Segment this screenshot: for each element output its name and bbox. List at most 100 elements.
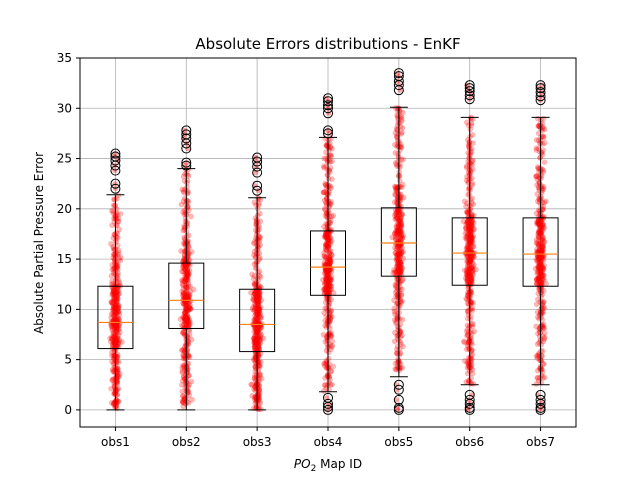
jitter-point	[469, 323, 476, 330]
jitter-point	[396, 177, 403, 184]
jitter-point	[469, 157, 476, 164]
jitter-point	[539, 272, 546, 279]
jitter-point	[112, 334, 119, 341]
jitter-point	[537, 149, 543, 155]
jitter-point	[116, 322, 122, 329]
jitter-point	[109, 290, 116, 297]
jitter-point	[112, 168, 118, 174]
jitter-point	[322, 207, 328, 213]
jitter-point	[113, 310, 119, 317]
jitter-point	[534, 173, 540, 179]
jitter-point	[113, 323, 119, 329]
jitter-point	[115, 315, 121, 322]
jitter-point	[323, 280, 329, 286]
jitter-point	[109, 326, 115, 333]
jitter-point	[110, 301, 116, 308]
jitter-point	[182, 266, 189, 273]
jitter-point	[326, 255, 333, 261]
jitter-point	[112, 290, 119, 296]
jitter-point	[112, 333, 119, 339]
jitter-point	[114, 293, 121, 300]
jitter-point	[113, 264, 120, 270]
jitter-point	[469, 305, 476, 312]
jitter-point	[183, 274, 190, 280]
jitter-point	[114, 290, 120, 296]
jitter-point	[182, 209, 189, 216]
jitter-point	[107, 335, 113, 342]
jitter-point	[541, 159, 548, 166]
jitter-point	[179, 329, 186, 336]
jitter-point	[113, 222, 120, 228]
jitter-point	[114, 324, 120, 331]
jitter-point	[400, 194, 407, 201]
jitter-point	[398, 292, 405, 299]
jitter-point	[187, 305, 194, 312]
jitter-point	[114, 302, 120, 309]
jitter-point	[112, 302, 118, 309]
jitter-point	[113, 229, 120, 236]
jitter-point	[110, 307, 116, 314]
jitter-point	[109, 261, 116, 268]
jitter-point	[112, 181, 118, 187]
jitter-point	[115, 250, 122, 256]
jitter-point	[467, 245, 474, 252]
jitter-point	[465, 269, 472, 276]
jitter-point	[114, 230, 121, 237]
jitter-point	[465, 377, 472, 384]
jitter-point	[393, 284, 399, 291]
jitter-point	[112, 315, 119, 321]
jitter-point	[186, 332, 193, 338]
jitter-point	[107, 338, 114, 345]
jitter-point	[108, 299, 115, 306]
jitter-point	[183, 270, 190, 277]
jitter-point	[110, 330, 117, 337]
jitter-point	[470, 272, 476, 278]
jitter-point	[113, 335, 120, 342]
jitter-point	[541, 374, 548, 381]
jitter-point	[113, 297, 120, 304]
jitter-point	[323, 202, 330, 209]
jitter-point	[396, 211, 403, 218]
jitter-point	[112, 339, 119, 346]
jitter-point	[255, 196, 261, 202]
jitter-point	[113, 329, 120, 335]
jitter-point	[112, 340, 119, 347]
jitter-point	[113, 340, 119, 346]
jitter-point	[114, 314, 121, 321]
jitter-point	[184, 370, 190, 376]
jitter-point	[113, 289, 120, 295]
jitter-point	[113, 374, 120, 381]
jitter-point	[110, 368, 117, 375]
jitter-point	[181, 355, 188, 362]
jitter-point	[183, 281, 190, 287]
jitter-point	[114, 329, 120, 336]
jitter-point	[179, 347, 185, 354]
jitter-point	[114, 391, 121, 398]
jitter-point	[115, 343, 122, 350]
jitter-point	[115, 309, 122, 315]
jitter-point	[183, 302, 190, 309]
jitter-point	[467, 288, 474, 295]
jitter-point	[113, 397, 120, 404]
y-tick-label: 20	[57, 202, 72, 216]
jitter-point	[257, 313, 264, 319]
jitter-point	[326, 219, 333, 226]
jitter-point	[115, 305, 122, 311]
x-tick-label: obs1	[101, 435, 130, 449]
jitter-point	[540, 338, 547, 345]
jitter-point	[116, 325, 122, 332]
jitter-point	[189, 396, 195, 403]
jitter-point	[109, 300, 116, 307]
jitter-point	[112, 302, 119, 309]
jitter-point	[395, 227, 402, 234]
jitter-point	[257, 210, 263, 217]
jitter-point	[113, 262, 119, 268]
jitter-point	[110, 299, 117, 305]
jitter-point	[392, 159, 399, 166]
jitter-point	[110, 303, 117, 310]
jitter-point	[330, 363, 337, 370]
jitter-point	[112, 336, 119, 343]
jitter-point	[112, 328, 119, 335]
jitter-point	[112, 296, 119, 303]
jitter-point	[187, 305, 194, 312]
